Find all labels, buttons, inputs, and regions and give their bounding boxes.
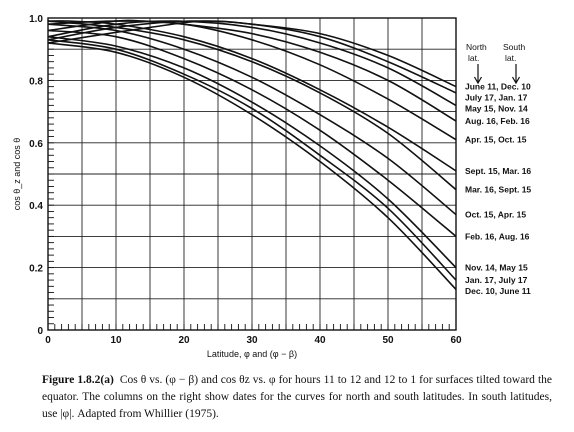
x-tick-label: 60 bbox=[450, 335, 462, 346]
north-lat-header-line2: lat. bbox=[468, 53, 479, 63]
y-tick-label: 0.6 bbox=[29, 139, 43, 150]
series-label: Dec. 10, June 11 bbox=[465, 286, 531, 296]
y-tick-label: 0.4 bbox=[29, 201, 43, 212]
series-label: Sept. 15, Mar. 16 bbox=[465, 166, 531, 176]
x-tick-label: 30 bbox=[246, 335, 258, 346]
y-tick-label: 0 bbox=[37, 326, 43, 337]
series-line bbox=[47, 42, 457, 290]
x-tick-label: 50 bbox=[382, 335, 394, 346]
series-label: Aug. 16, Feb. 16 bbox=[465, 116, 530, 126]
x-tick-label: 20 bbox=[178, 335, 190, 346]
y-axis-label: cos θ_z and cos θ bbox=[12, 138, 22, 211]
series-label: Mar. 16, Sept. 15 bbox=[465, 185, 531, 195]
series-label: May 15, Nov. 14 bbox=[465, 104, 528, 114]
series-label: Apr. 15, Oct. 15 bbox=[465, 135, 527, 145]
y-tick-label: 0.2 bbox=[29, 264, 43, 275]
tick-labels: 0 10 20 30 40 50 60 0 0.2 0.4 0.6 0.8 1.0 bbox=[29, 14, 462, 346]
figure-caption: Figure 1.8.2(a) Cos θ vs. (φ − β) and cos… bbox=[42, 372, 552, 423]
y-tick-label: 1.0 bbox=[29, 14, 43, 25]
x-tick-label: 40 bbox=[314, 335, 326, 346]
series-line bbox=[47, 29, 457, 238]
minor-ticks bbox=[47, 17, 457, 331]
south-arrow-icon bbox=[511, 64, 521, 85]
series-label: Oct. 15, Apr. 15 bbox=[465, 210, 526, 220]
series-line bbox=[47, 39, 457, 281]
north-arrow-icon bbox=[473, 64, 483, 85]
series-line bbox=[47, 20, 457, 172]
x-tick-label: 0 bbox=[45, 335, 51, 346]
north-lat-header: North bbox=[466, 42, 487, 52]
series-line bbox=[47, 35, 457, 269]
figure-number: Figure 1.8.2(a) bbox=[42, 374, 114, 386]
series-label: June 11, Dec. 10 bbox=[465, 82, 531, 92]
x-tick-label: 10 bbox=[110, 335, 122, 346]
series-label: July 17, Jan. 17 bbox=[465, 93, 528, 103]
series-label: Nov. 14, May 15 bbox=[465, 263, 528, 273]
series-line bbox=[47, 20, 457, 141]
caption-text: Cos θ vs. (φ − β) and cos θz vs. φ for h… bbox=[42, 374, 552, 420]
column-headers: North lat. South lat. bbox=[466, 42, 525, 85]
series-label: Jan. 17, July 17 bbox=[465, 275, 528, 285]
south-lat-header-line2: lat. bbox=[505, 53, 516, 63]
series-line bbox=[47, 23, 457, 216]
y-tick-label: 0.8 bbox=[29, 76, 43, 87]
chart: 0 10 20 30 40 50 60 0 0.2 0.4 0.6 0.8 1.0 June 11, D… bbox=[12, 14, 531, 359]
x-axis-label: Latitude, φ and (φ − β) bbox=[207, 349, 297, 359]
curves bbox=[47, 19, 457, 290]
south-lat-header: South bbox=[503, 42, 525, 52]
series-line bbox=[47, 20, 457, 191]
series-label: Feb. 16, Aug. 16 bbox=[465, 231, 530, 241]
